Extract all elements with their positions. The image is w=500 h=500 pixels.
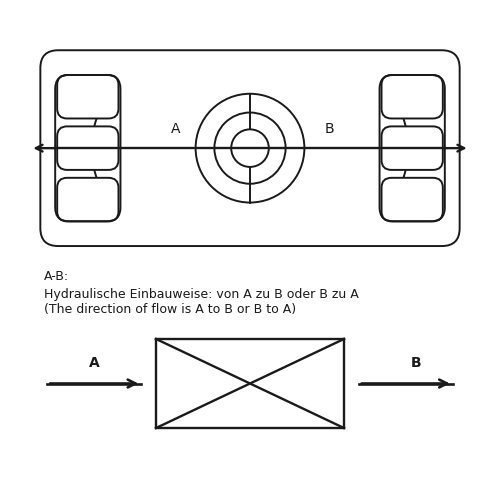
Text: B: B [410, 356, 421, 370]
Ellipse shape [231, 130, 269, 167]
Ellipse shape [214, 112, 286, 184]
FancyBboxPatch shape [57, 126, 118, 170]
Text: A: A [171, 122, 180, 136]
Text: Hydraulische Einbauweise: von A zu B oder B zu A: Hydraulische Einbauweise: von A zu B ode… [44, 288, 359, 300]
FancyBboxPatch shape [57, 75, 118, 118]
Text: B: B [324, 122, 334, 136]
Text: A: A [89, 356, 100, 370]
Ellipse shape [196, 94, 304, 202]
Text: (The direction of flow is A to B or B to A): (The direction of flow is A to B or B to… [44, 304, 296, 316]
FancyBboxPatch shape [382, 75, 443, 118]
Text: A-B:: A-B: [44, 270, 70, 283]
FancyBboxPatch shape [382, 178, 443, 222]
FancyBboxPatch shape [57, 178, 118, 222]
FancyBboxPatch shape [382, 126, 443, 170]
FancyBboxPatch shape [40, 50, 460, 246]
